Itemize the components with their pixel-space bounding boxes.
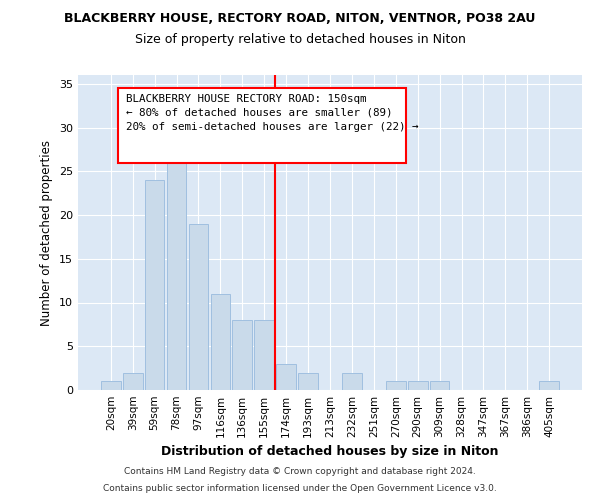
Bar (342, 372, 362, 390)
Bar (101, 381, 121, 390)
Bar (298, 372, 318, 390)
Bar (430, 381, 449, 390)
Bar (211, 294, 230, 390)
Text: Size of property relative to detached houses in Niton: Size of property relative to detached ho… (134, 32, 466, 46)
Text: BLACKBERRY HOUSE, RECTORY ROAD, NITON, VENTNOR, PO38 2AU: BLACKBERRY HOUSE, RECTORY ROAD, NITON, V… (64, 12, 536, 26)
Bar (167, 145, 187, 390)
Bar (188, 224, 208, 390)
Text: Contains public sector information licensed under the Open Government Licence v3: Contains public sector information licen… (103, 484, 497, 493)
Bar (145, 180, 164, 390)
Text: BLACKBERRY HOUSE RECTORY ROAD: 150sqm
← 80% of detached houses are smaller (89)
: BLACKBERRY HOUSE RECTORY ROAD: 150sqm ← … (125, 94, 418, 132)
Bar (276, 364, 296, 390)
Bar (539, 381, 559, 390)
Bar (408, 381, 428, 390)
Text: Contains HM Land Registry data © Crown copyright and database right 2024.: Contains HM Land Registry data © Crown c… (124, 468, 476, 476)
Bar (123, 372, 143, 390)
Bar (254, 320, 274, 390)
Bar (386, 381, 406, 390)
X-axis label: Distribution of detached houses by size in Niton: Distribution of detached houses by size … (161, 446, 499, 458)
Bar (232, 320, 252, 390)
Y-axis label: Number of detached properties: Number of detached properties (40, 140, 53, 326)
